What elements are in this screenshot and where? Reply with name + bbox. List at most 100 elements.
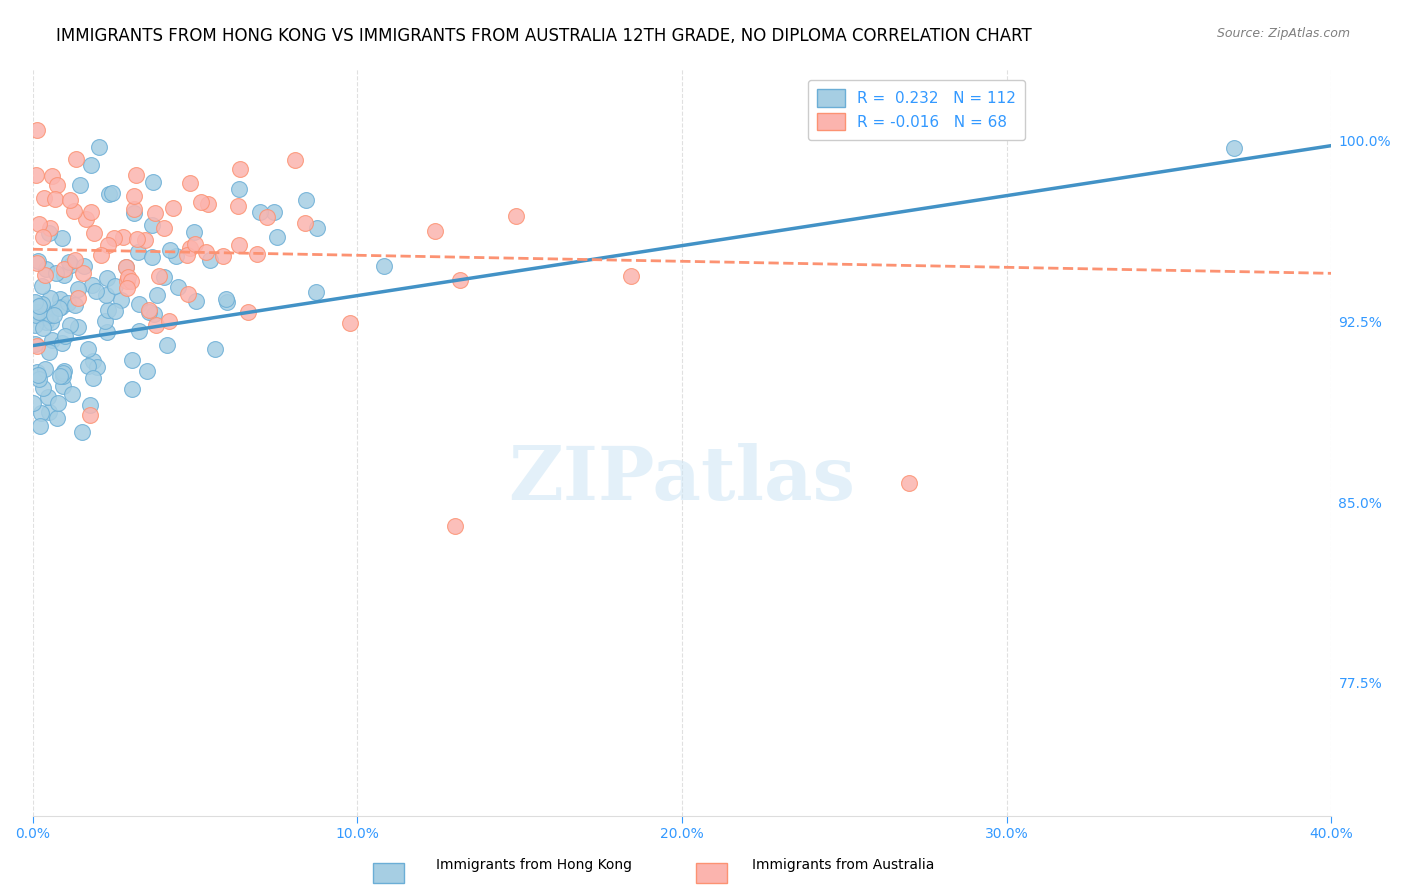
Point: [82, 370, 104, 384]
Point: [103, 231, 125, 245]
Point: [58, 295, 80, 310]
Point: [73, 259, 96, 273]
Point: [122, 206, 145, 220]
Point: [35, 314, 58, 328]
Point: [35, 262, 58, 277]
Point: [141, 250, 163, 264]
Point: [27, 368, 49, 383]
Point: [66, 282, 89, 296]
Point: [117, 270, 139, 285]
Point: [72, 266, 94, 280]
Point: [45, 410, 67, 425]
Point: [111, 230, 134, 244]
Point: [263, 205, 285, 219]
Point: [86, 360, 108, 375]
Point: [82, 354, 104, 368]
Point: [138, 302, 160, 317]
Point: [32, 191, 55, 205]
Point: [48, 301, 70, 316]
Point: [162, 202, 184, 216]
Point: [34, 310, 56, 325]
Point: [67, 320, 90, 334]
Point: [104, 278, 127, 293]
Point: [121, 352, 143, 367]
Point: [179, 176, 201, 190]
Point: [183, 226, 205, 240]
Point: [120, 274, 142, 288]
Point: [75, 211, 97, 226]
Point: [228, 238, 250, 252]
Point: [53, 268, 76, 282]
Point: [39, 308, 62, 322]
Point: [212, 249, 235, 263]
Point: [21, 396, 44, 410]
Point: [63, 252, 86, 267]
Point: [38, 344, 60, 359]
Point: [46, 178, 69, 192]
Point: [89, 140, 111, 154]
Point: [25, 122, 48, 136]
Point: [215, 292, 238, 306]
Point: [134, 234, 156, 248]
Point: [24, 295, 46, 310]
Point: [443, 519, 465, 533]
Point: [176, 286, 198, 301]
Point: [79, 409, 101, 423]
Point: [32, 229, 55, 244]
Point: [127, 232, 149, 246]
Point: [53, 364, 76, 378]
Point: [142, 307, 165, 321]
Point: [22, 306, 45, 320]
Point: [42, 308, 65, 322]
Point: [41, 169, 63, 183]
Point: [228, 182, 250, 196]
Point: [31, 296, 53, 310]
Point: [305, 221, 328, 235]
Point: [39, 315, 62, 329]
Point: [24, 168, 46, 182]
Point: [39, 291, 62, 305]
Point: [49, 369, 72, 384]
Point: [96, 270, 118, 285]
Point: [24, 337, 46, 351]
Point: [65, 298, 87, 312]
Point: [59, 193, 82, 207]
Point: [76, 359, 98, 374]
Point: [27, 365, 49, 379]
Point: [77, 342, 100, 356]
Point: [25, 308, 48, 322]
Point: [38, 405, 60, 419]
Point: [115, 281, 138, 295]
Point: [246, 246, 269, 260]
Point: [79, 398, 101, 412]
Point: [146, 287, 169, 301]
Point: [204, 343, 226, 357]
Point: [294, 216, 316, 230]
Point: [97, 237, 120, 252]
Point: [339, 316, 361, 330]
Point: [59, 258, 82, 272]
Point: [228, 199, 250, 213]
Point: [27, 254, 49, 268]
Point: [142, 175, 165, 189]
Point: [197, 197, 219, 211]
Point: [25, 256, 48, 270]
Point: [156, 338, 179, 352]
Text: IMMIGRANTS FROM HONG KONG VS IMMIGRANTS FROM AUSTRALIA 12TH GRADE, NO DIPLOMA CO: IMMIGRANTS FROM HONG KONG VS IMMIGRANTS …: [56, 27, 1032, 45]
Point: [295, 193, 318, 207]
Point: [69, 178, 91, 193]
Point: [305, 285, 328, 299]
Point: [179, 241, 201, 255]
Point: [184, 236, 207, 251]
Point: [159, 243, 181, 257]
Point: [31, 320, 53, 334]
Point: [104, 303, 127, 318]
Point: [24, 318, 46, 332]
Point: [53, 329, 76, 343]
Text: ZIPatlas: ZIPatlas: [509, 442, 855, 516]
Point: [98, 187, 121, 202]
Point: [190, 194, 212, 209]
Point: [229, 161, 252, 176]
Point: [135, 364, 157, 378]
Point: [128, 296, 150, 310]
